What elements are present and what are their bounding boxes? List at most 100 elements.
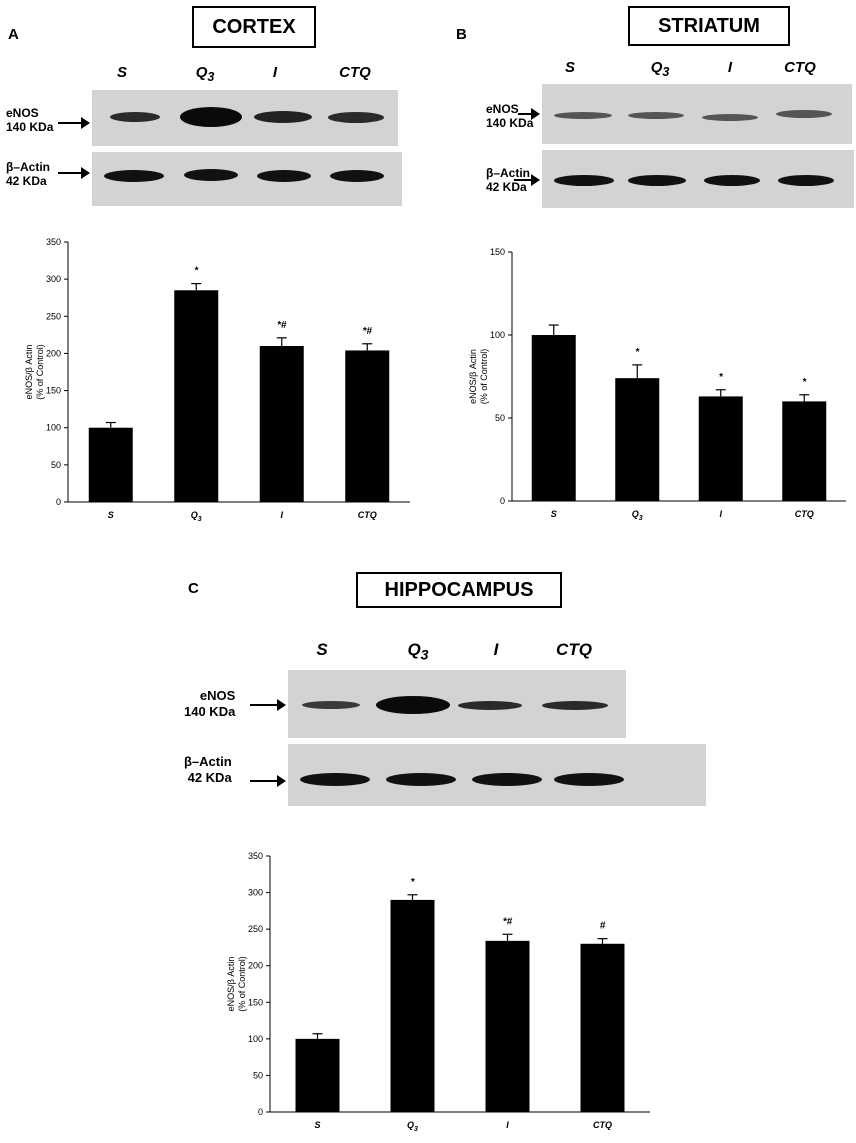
bar bbox=[88, 427, 133, 502]
y-tick-label: 50 bbox=[253, 1070, 263, 1080]
arrow-icon bbox=[58, 117, 90, 129]
bar bbox=[782, 401, 827, 501]
y-tick-label: 150 bbox=[46, 386, 61, 396]
y-axis-label-line: (% of Control) bbox=[237, 956, 247, 1012]
arrow-icon bbox=[250, 699, 286, 711]
lane-label: I bbox=[272, 64, 278, 81]
blot-band bbox=[376, 696, 450, 714]
region-title-striatum: STRIATUM bbox=[628, 6, 790, 46]
blot-band bbox=[776, 110, 832, 118]
blot-band bbox=[104, 170, 164, 182]
significance-label: * bbox=[719, 372, 724, 383]
blot-band bbox=[628, 175, 686, 186]
y-tick-label: 50 bbox=[495, 413, 505, 423]
blot-band bbox=[542, 701, 608, 710]
lane-label: CTQ bbox=[339, 64, 371, 81]
y-tick-label: 0 bbox=[56, 497, 61, 507]
lane-label: I bbox=[493, 640, 499, 659]
y-tick-label: 200 bbox=[248, 961, 263, 971]
significance-label: * bbox=[802, 377, 807, 388]
blot-band bbox=[328, 112, 384, 123]
blot-label-enos-b: eNOS 140 KDa bbox=[486, 102, 534, 130]
blot-band bbox=[110, 112, 160, 122]
y-tick-label: 0 bbox=[258, 1107, 263, 1117]
region-title-hippocampus: HIPPOCAMPUS bbox=[356, 572, 562, 608]
significance-label: * bbox=[411, 877, 416, 888]
y-tick-label: 350 bbox=[248, 851, 263, 861]
bar bbox=[531, 335, 576, 501]
bar bbox=[259, 346, 304, 502]
blot-band bbox=[458, 701, 522, 710]
y-axis-label-line: eNOS/β Actin bbox=[24, 345, 34, 400]
blot-band bbox=[257, 170, 311, 182]
category-label: Q3 bbox=[191, 510, 202, 523]
western-blot-enos-a bbox=[92, 90, 398, 146]
blot-label-enos-c: eNOS 140 KDa bbox=[184, 688, 236, 719]
y-axis-label-line: (% of Control) bbox=[35, 344, 45, 400]
y-axis-label-line: eNOS/β Actin bbox=[468, 349, 478, 404]
category-label: I bbox=[506, 1120, 509, 1130]
bar-chart-a: 0 50 100 150 200 250 300 350 eNOS/β Actin (% of C… bbox=[24, 237, 410, 523]
y-axis-label-line: eNOS/β Actin bbox=[226, 957, 236, 1012]
y-tick-label: 250 bbox=[248, 924, 263, 934]
y-tick-label: 350 bbox=[46, 237, 61, 247]
y-tick-label: 50 bbox=[51, 460, 61, 470]
arrow-icon bbox=[250, 775, 286, 787]
y-tick-label: 100 bbox=[490, 330, 505, 340]
category-label: CTQ bbox=[358, 510, 377, 520]
category-label: S bbox=[108, 510, 114, 520]
y-tick-label: 150 bbox=[248, 997, 263, 1007]
blot-band bbox=[778, 175, 834, 186]
blot-band bbox=[386, 773, 456, 786]
bar bbox=[174, 290, 219, 502]
blot-band bbox=[554, 175, 614, 186]
panel-letter-a: A bbox=[8, 26, 19, 43]
lane-label: S bbox=[564, 59, 575, 76]
blot-label-actin-a: β–Actin 42 KDa bbox=[6, 160, 50, 188]
significance-label: # bbox=[600, 921, 606, 932]
bar bbox=[485, 940, 530, 1112]
blot-band bbox=[300, 773, 370, 786]
category-label: I bbox=[719, 509, 722, 519]
lane-label: S bbox=[116, 64, 127, 81]
y-tick-label: 200 bbox=[46, 348, 61, 358]
significance-label: * bbox=[635, 347, 640, 358]
bar bbox=[295, 1038, 340, 1112]
blot-band bbox=[702, 114, 758, 121]
lane-label: Q3 bbox=[195, 64, 215, 84]
y-tick-label: 0 bbox=[500, 496, 505, 506]
lane-label: CTQ bbox=[784, 59, 816, 76]
significance-label: *# bbox=[503, 916, 513, 927]
y-tick-label: 300 bbox=[46, 274, 61, 284]
lane-label: S bbox=[316, 640, 328, 659]
category-label: CTQ bbox=[795, 509, 814, 519]
arrow-icon bbox=[58, 167, 90, 179]
y-axis-label-line: (% of Control) bbox=[479, 349, 489, 405]
category-label: S bbox=[314, 1120, 320, 1130]
y-tick-label: 100 bbox=[248, 1034, 263, 1044]
blot-band bbox=[254, 111, 312, 123]
lane-label: Q3 bbox=[407, 640, 429, 664]
western-blot-actin-c bbox=[288, 744, 706, 806]
blot-band bbox=[628, 112, 684, 119]
lane-label: I bbox=[727, 59, 733, 76]
category-label: I bbox=[280, 510, 283, 520]
western-blot-actin-b bbox=[542, 150, 854, 208]
y-axis-label: eNOS/β Actin (% of Control) bbox=[24, 344, 45, 400]
y-tick-label: 300 bbox=[248, 888, 263, 898]
y-axis-label: eNOS/β Actin (% of Control) bbox=[468, 349, 489, 405]
significance-label: *# bbox=[277, 320, 287, 331]
blot-band bbox=[184, 169, 238, 181]
blot-label-enos-a: eNOS 140 KDa bbox=[6, 106, 54, 134]
western-blot-enos-c bbox=[288, 670, 626, 738]
significance-label: *# bbox=[363, 326, 373, 337]
category-label: Q3 bbox=[407, 1120, 418, 1133]
bar bbox=[390, 899, 435, 1112]
arrow-icon bbox=[518, 108, 540, 120]
significance-label: * bbox=[194, 266, 199, 277]
category-label: Q3 bbox=[632, 509, 643, 522]
western-blot-actin-a bbox=[92, 152, 402, 206]
y-tick-label: 250 bbox=[46, 311, 61, 321]
blot-band bbox=[180, 107, 242, 127]
region-title-cortex: CORTEX bbox=[192, 6, 316, 48]
